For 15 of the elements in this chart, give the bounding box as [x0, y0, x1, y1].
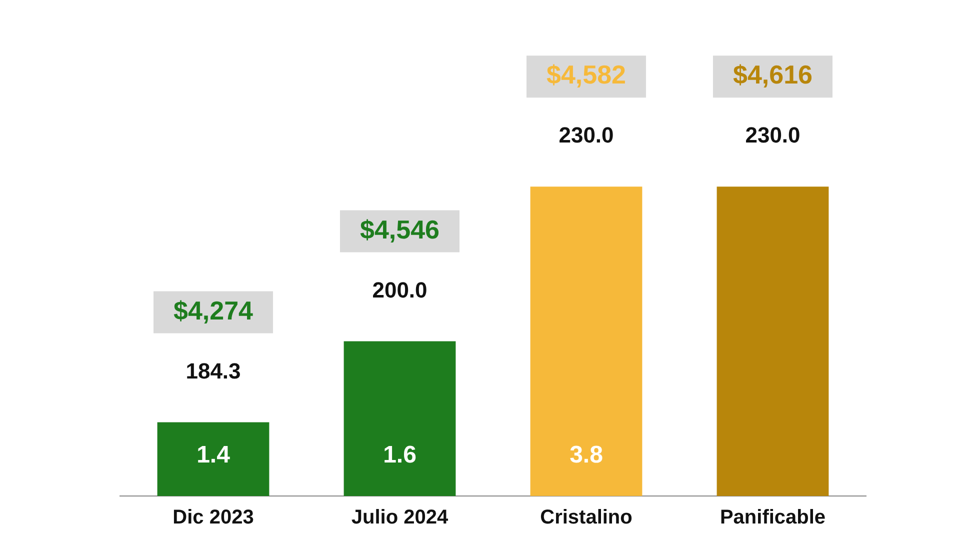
x-tick-label: Dic 2023	[172, 506, 254, 529]
text: $4,616	[732, 60, 813, 90]
data-label: 230.0	[558, 122, 614, 148]
text: $4,582	[546, 60, 626, 90]
data-label: 184.3	[186, 358, 241, 384]
data-label: 200.0	[372, 277, 428, 302]
data-label: 230.0	[745, 122, 800, 148]
annotation: $4,274	[173, 295, 254, 326]
x-tick-label: Panificable	[720, 506, 826, 529]
x-tick-label: Julio 2024	[351, 506, 449, 529]
annotation: 1.6	[383, 442, 416, 469]
x-tick-label: Cristalino	[540, 506, 632, 529]
annotation: 3.8	[570, 442, 603, 469]
annotation: $4,546	[360, 214, 440, 244]
annotation: 1.4	[196, 442, 231, 469]
